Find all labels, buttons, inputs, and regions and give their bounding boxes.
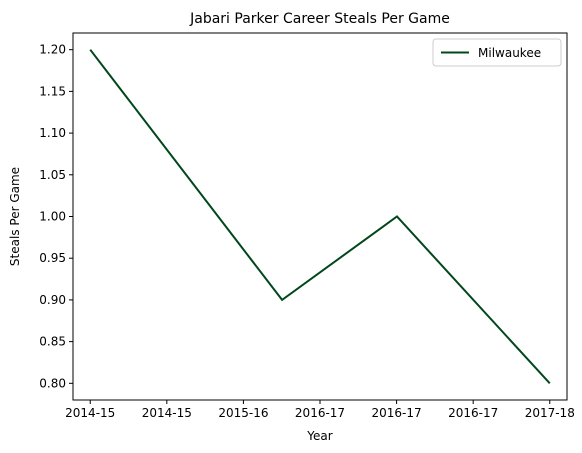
- series-lines: [89, 49, 551, 384]
- y-tick-label: 1.10: [39, 126, 66, 140]
- y-tick-label: 0.90: [39, 293, 66, 307]
- y-tick-label: 1.20: [39, 43, 66, 57]
- x-tick-label: 2016-17: [295, 406, 345, 420]
- x-tick-label: 2014-15: [142, 406, 192, 420]
- y-tick-label: 0.85: [39, 335, 66, 349]
- y-tick-label: 1.00: [39, 210, 66, 224]
- legend-label-milwaukee: Milwaukee: [478, 46, 541, 60]
- x-tick-label: 2015-16: [218, 406, 268, 420]
- y-axis-label: Steals Per Game: [8, 167, 22, 266]
- x-tick-label: 2016-17: [448, 406, 498, 420]
- x-tick-label: 2017-18: [525, 406, 575, 420]
- chart-title: Jabari Parker Career Steals Per Game: [189, 11, 450, 27]
- y-axis: 0.80 0.85 0.90 0.95 1.00 1.05 1.10 1.15 1.20: [39, 43, 73, 390]
- series-line-milwaukee: [89, 49, 551, 384]
- legend: Milwaukee: [432, 38, 562, 67]
- plot-area: [72, 32, 568, 401]
- y-tick-label: 1.05: [39, 168, 66, 182]
- x-axis-label: Year: [306, 429, 332, 443]
- x-tick-label: 2016-17: [372, 406, 422, 420]
- y-tick-label: 0.80: [39, 376, 66, 390]
- y-tick-label: 0.95: [39, 251, 66, 265]
- x-tick-label: 2014-15: [65, 406, 115, 420]
- x-axis: 2014-15 2014-15 2015-16 2016-17 2016-17 2016-…: [65, 400, 575, 420]
- legend-box: [432, 38, 562, 67]
- y-tick-label: 1.15: [39, 84, 66, 98]
